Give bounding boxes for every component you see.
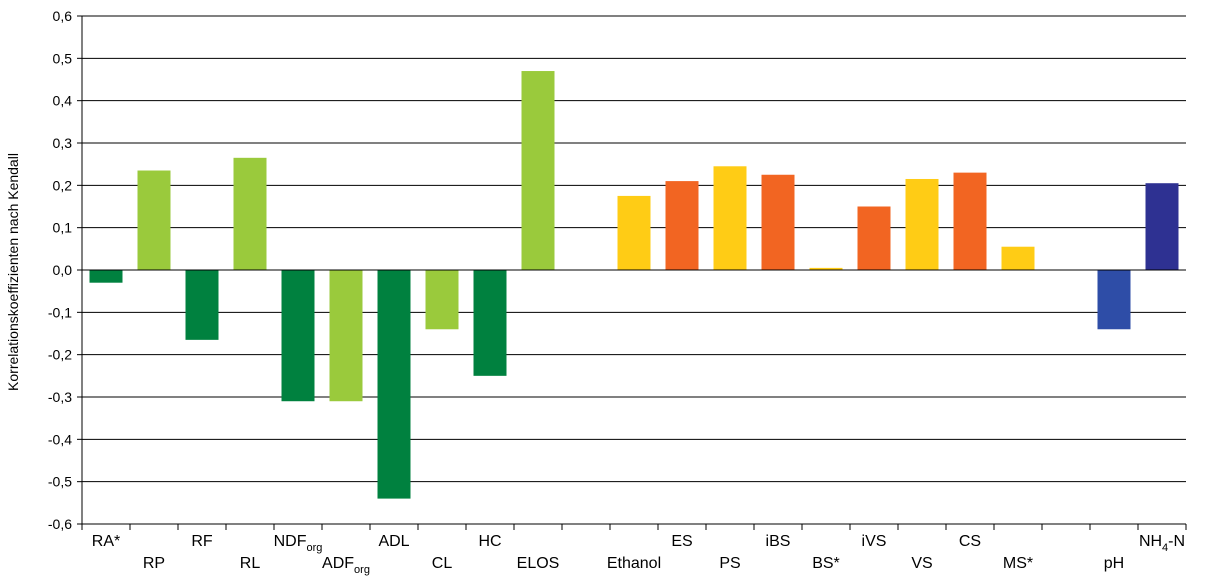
x-tick-label: iBS bbox=[766, 533, 791, 550]
x-tick-label: VS bbox=[911, 555, 932, 572]
x-tick-label: RF bbox=[191, 533, 213, 550]
bar bbox=[233, 157, 267, 270]
x-tick-label: ES bbox=[671, 533, 692, 550]
y-tick-label: -0,2 bbox=[48, 347, 72, 363]
y-tick-label: 0,4 bbox=[53, 93, 73, 109]
axes bbox=[77, 15, 1187, 530]
y-tick-label: 0,2 bbox=[53, 177, 73, 193]
bar bbox=[809, 267, 843, 270]
bar bbox=[665, 181, 699, 270]
y-tick-labels: -0,6 -0,5 -0,4 -0,3 -0,2 -0,1 0,0 0,1 0,2 0,3 0,4 0… bbox=[48, 8, 72, 532]
y-tick-label: -0,1 bbox=[48, 304, 72, 320]
y-tick-label: 0,5 bbox=[53, 50, 73, 66]
bar bbox=[281, 270, 315, 402]
bar bbox=[329, 270, 363, 402]
x-tick-label: RL bbox=[240, 555, 261, 572]
y-tick-label: 0,3 bbox=[53, 135, 73, 151]
bar bbox=[185, 270, 219, 340]
bar bbox=[1145, 183, 1179, 270]
y-axis-label: Korrelationskoeffizienten nach Kendall bbox=[5, 153, 21, 391]
bar bbox=[905, 178, 939, 270]
bar bbox=[953, 172, 987, 270]
x-tick-label: ADL bbox=[378, 533, 409, 550]
bar bbox=[473, 270, 507, 376]
x-tick-label: CL bbox=[432, 555, 453, 572]
bar bbox=[713, 166, 747, 270]
x-tick-label: HC bbox=[478, 533, 501, 550]
y-tick-label: 0,0 bbox=[53, 262, 73, 278]
x-tick-label: RA* bbox=[92, 533, 120, 550]
bar bbox=[89, 270, 123, 283]
gridlines bbox=[82, 15, 1186, 525]
bar bbox=[617, 195, 651, 270]
bar bbox=[761, 174, 795, 270]
bar bbox=[857, 206, 891, 270]
y-tick-label: -0,4 bbox=[48, 431, 72, 447]
bar bbox=[137, 170, 171, 270]
y-tick-label: -0,6 bbox=[48, 516, 72, 532]
x-tick-label: PS bbox=[719, 555, 740, 572]
x-tick-label: MS* bbox=[1003, 555, 1033, 572]
bar bbox=[377, 270, 411, 499]
x-tick-label: NH4-N bbox=[1139, 533, 1185, 554]
x-tick-label: CS bbox=[959, 533, 981, 550]
bars bbox=[89, 71, 1179, 499]
bar bbox=[425, 270, 459, 330]
x-tick-label: BS* bbox=[812, 555, 840, 572]
x-tick-label: ADForg bbox=[322, 555, 370, 576]
y-tick-label: -0,3 bbox=[48, 389, 72, 405]
y-tick-label: 0,1 bbox=[53, 220, 73, 236]
x-tick-label: NDForg bbox=[274, 533, 323, 554]
x-tick-label: RP bbox=[143, 555, 165, 572]
x-tick-label: pH bbox=[1104, 555, 1124, 572]
bar bbox=[1001, 246, 1035, 270]
bar bbox=[521, 71, 555, 271]
bar bbox=[1097, 270, 1131, 330]
y-tick-label: 0,6 bbox=[53, 8, 73, 24]
y-tick-label: -0,5 bbox=[48, 474, 72, 490]
x-tick-label: iVS bbox=[862, 533, 887, 550]
x-tick-label: ELOS bbox=[517, 555, 560, 572]
x-tick-label: Ethanol bbox=[607, 555, 661, 572]
